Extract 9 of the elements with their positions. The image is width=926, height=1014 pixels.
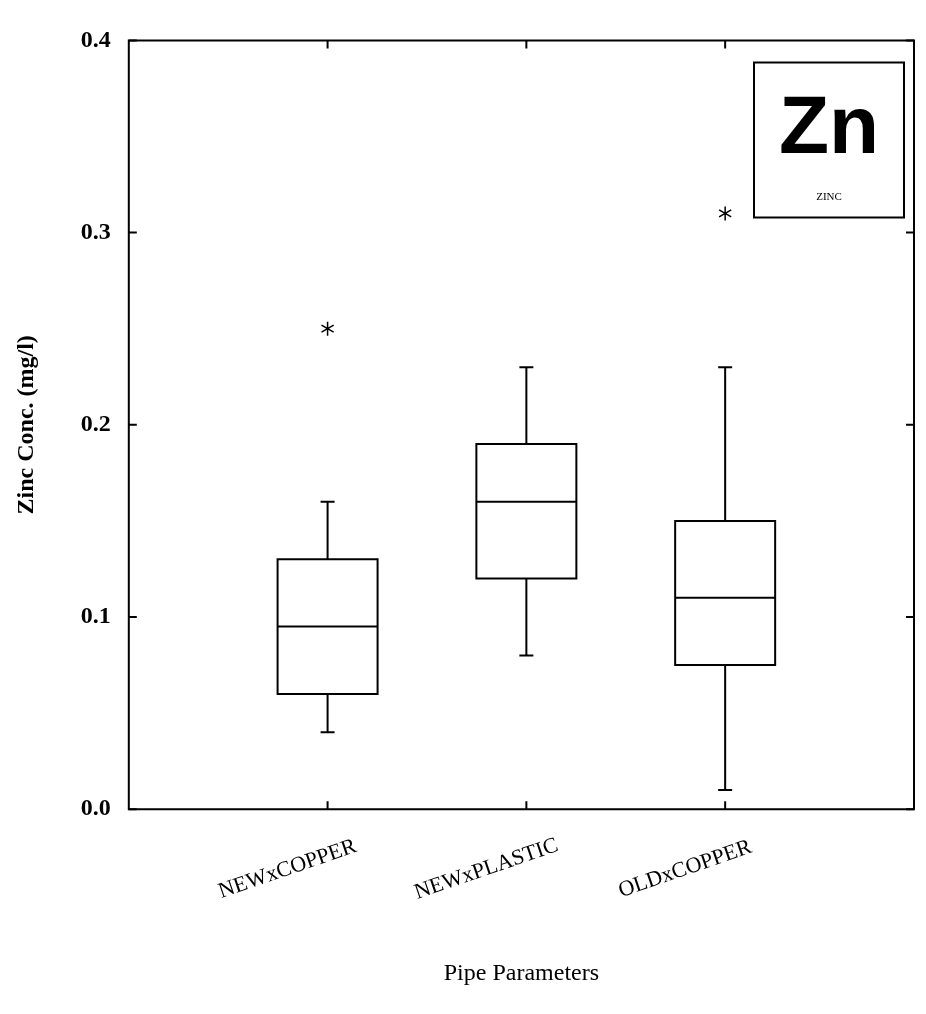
annotation: ZINC [816,190,842,203]
annotation: Zn [778,79,880,171]
y-tick-label: 0.3 [80,217,111,244]
y-tick-label: 0.2 [80,410,111,436]
y-tick-label: 0.1 [80,602,111,629]
x-axis-title: Pipe Parameters [443,958,600,985]
y-axis-title: Zinc Conc. (mg/l) [11,335,38,515]
y-tick-label: 0.4 [80,25,111,52]
y-tick-label: 0.0 [80,794,111,821]
